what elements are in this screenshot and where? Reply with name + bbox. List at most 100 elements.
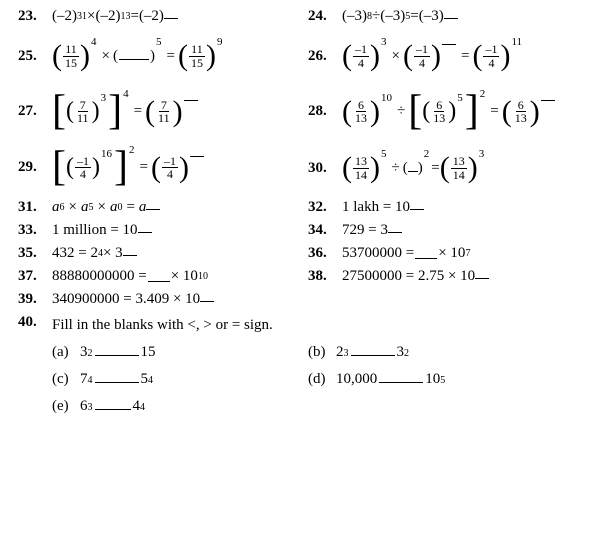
exp: 2 [88, 348, 93, 359]
val: 5 [141, 371, 149, 388]
exp: 5 [440, 375, 445, 386]
blank [95, 400, 131, 410]
exp: 3 [344, 348, 349, 359]
qnum-24: 24. [308, 8, 342, 25]
blank-exp [388, 225, 402, 236]
expr-39: 340900000 = 3.409 × 10 [52, 291, 214, 308]
blank-paren: () [113, 48, 155, 65]
exp: 4 [123, 88, 129, 100]
question-row-39: 39. 340900000 = 3.409 × 10 [18, 291, 584, 308]
exp: 3 [479, 148, 485, 160]
exp: 11 [511, 36, 522, 48]
blank [95, 346, 139, 356]
blank [415, 249, 437, 259]
exp: 3 [88, 402, 93, 413]
qnum-28: 28. [308, 103, 342, 120]
base: (–2) [139, 8, 164, 25]
expr-33: 1 million = 10 [52, 222, 152, 239]
exp: 2 [480, 88, 486, 100]
eq: = [140, 159, 148, 176]
expr-29: [ (–14)16 ]2 = (–14) [52, 153, 206, 182]
frac-den: 15 [63, 57, 79, 70]
frac-den: 13 [353, 112, 369, 125]
frac-den: 4 [78, 168, 88, 181]
val: 7 [80, 371, 88, 388]
sub-label: (e) [52, 398, 80, 415]
frac-num: 6 [516, 99, 526, 113]
blank-exp [190, 148, 204, 160]
qnum-34: 34. [308, 222, 342, 239]
expr-25: (1115)4 × ()5 = (1115)9 [52, 43, 224, 69]
blank-exp [410, 202, 424, 213]
expr-26: (–14)3 × (–14) = (–14)11 [342, 43, 524, 69]
exp: 4 [140, 402, 145, 413]
text: 1 million = 10 [52, 222, 138, 239]
exp: 10 [198, 271, 208, 282]
eq: = [166, 48, 174, 65]
frac-den: 14 [451, 169, 467, 182]
frac-den: 11 [75, 112, 91, 125]
question-row-35-36: 35. 432 = 24 × 3 36. 53700000 = × 107 [18, 245, 584, 262]
qnum-33: 33. [18, 222, 52, 239]
exp: 16 [101, 148, 112, 160]
frac-num: –1 [162, 155, 178, 169]
qnum-25: 25. [18, 48, 52, 65]
var: a [81, 199, 89, 216]
qnum-26: 26. [308, 48, 342, 65]
text: 27500000 = 2.75 × 10 [342, 268, 475, 285]
var: a [52, 199, 60, 216]
qnum-36: 36. [308, 245, 342, 262]
frac-num: 6 [356, 99, 366, 113]
frac-den: 15 [189, 57, 205, 70]
blank-exp [184, 92, 198, 104]
exp: 31 [77, 11, 87, 22]
expr-32: 1 lakh = 10 [342, 199, 424, 216]
text: 729 = 3 [342, 222, 388, 239]
blank-exp [164, 11, 178, 22]
text: × 3 [103, 245, 123, 262]
frac-den: 4 [486, 57, 496, 70]
blank [351, 346, 395, 356]
exp: 4 [148, 375, 153, 386]
blank-exp [146, 202, 160, 213]
q40-intro: Fill in the blanks with <, > or = sign. [52, 317, 584, 334]
val: 2 [336, 344, 344, 361]
base: (–3) [419, 8, 444, 25]
frac-num: 11 [63, 43, 79, 57]
expr-37: 88880000000 = × 1010 [52, 268, 208, 285]
frac-num: 7 [78, 99, 88, 113]
frac-num: 11 [189, 43, 205, 57]
eq: = [490, 103, 498, 120]
sub-label: (a) [52, 344, 80, 361]
text: × 10 [171, 268, 198, 285]
text: 1 lakh = 10 [342, 199, 410, 216]
sub-label: (d) [308, 371, 336, 388]
qnum-37: 37. [18, 268, 52, 285]
exp: 5 [381, 148, 387, 160]
eq: = [130, 8, 138, 25]
val: 3 [80, 344, 88, 361]
q40-row-ab: (a) 32 15 (b) 23 32 [18, 344, 584, 361]
exp: 5 [457, 92, 463, 104]
blank-exp [475, 271, 489, 282]
qnum-32: 32. [308, 199, 342, 216]
exp: 13 [120, 11, 130, 22]
exp: 0 [117, 202, 122, 213]
qnum-23: 23. [18, 8, 52, 25]
text: 432 = 2 [52, 245, 98, 262]
expr-31: a6 × a5 × a0 = a [52, 199, 160, 216]
val: 4 [133, 398, 141, 415]
frac-num: 7 [159, 99, 169, 113]
val: 10,000 [336, 371, 377, 388]
exp: 10 [381, 92, 392, 104]
question-row-29-30: 29. [ (–14)16 ]2 = (–14) 30. (1314)5 ÷ (… [18, 143, 584, 193]
op-div: ÷ [397, 103, 405, 120]
frac-num: –1 [414, 43, 430, 57]
qnum-29: 29. [18, 159, 52, 176]
expr-27: [ (711)3 ]4 = (711) [52, 97, 200, 126]
frac-num: –1 [483, 43, 499, 57]
qnum-38: 38. [308, 268, 342, 285]
frac-den: 14 [353, 169, 369, 182]
question-row-31-32: 31. a6 × a5 × a0 = a 32. 1 lakh = 10 [18, 199, 584, 216]
val: 10 [425, 371, 440, 388]
